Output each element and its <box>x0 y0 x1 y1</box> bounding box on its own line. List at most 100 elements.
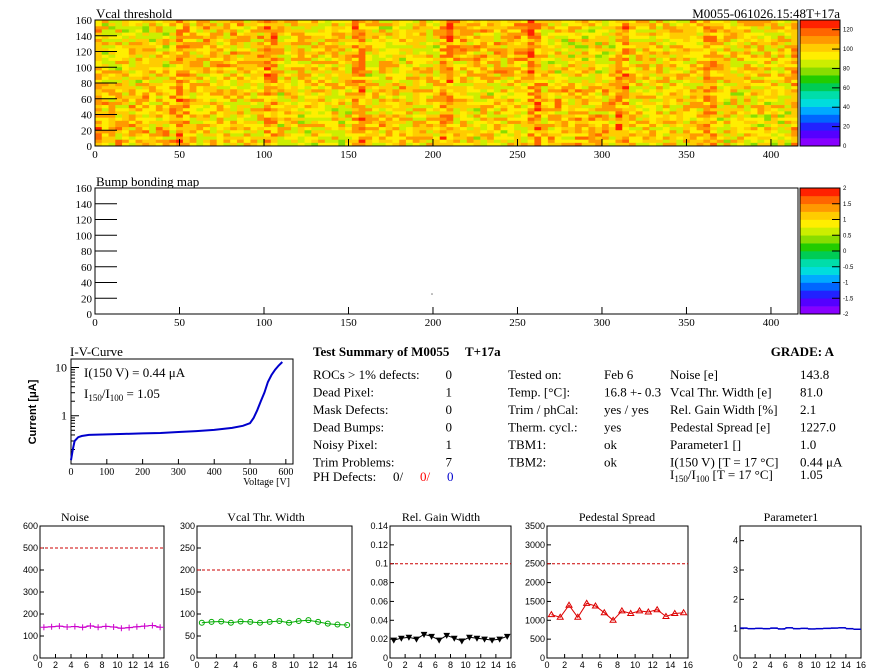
heatmap-cell <box>250 114 258 119</box>
heatmap-cell <box>750 127 758 131</box>
heatmap-cell <box>277 51 285 56</box>
heatmap-cell <box>284 95 292 100</box>
heatmap-cell <box>95 54 103 59</box>
heatmap-cell <box>155 98 163 103</box>
heatmap-cell <box>534 23 542 27</box>
heatmap-cell <box>135 32 143 37</box>
heatmap-cell <box>399 101 407 106</box>
heatmap-cell <box>236 114 245 119</box>
heatmap-cell <box>737 108 745 112</box>
heatmap-cell <box>128 54 136 59</box>
heatmap-cell <box>351 26 360 30</box>
heatmap-cell <box>574 20 583 24</box>
heatmap-cell <box>561 26 569 30</box>
heatmap-cell <box>392 60 400 65</box>
heatmap-cell <box>182 98 191 103</box>
heatmap-cell <box>385 136 393 141</box>
heatmap-cell <box>716 83 725 87</box>
heatmap-cell <box>642 42 650 46</box>
heatmap-cell <box>629 98 637 103</box>
heatmap-cell <box>669 38 677 43</box>
heatmap-cell <box>412 98 420 103</box>
heatmap-cell <box>297 79 305 84</box>
heatmap-cell <box>764 139 772 144</box>
heatmap-cell <box>466 127 474 131</box>
heatmap-cell <box>203 127 211 131</box>
heatmap-cell <box>236 70 245 74</box>
heatmap-cell <box>723 89 731 93</box>
heatmap-cell <box>480 136 488 141</box>
heatmap-cell <box>520 105 529 109</box>
heatmap-cell <box>149 45 157 49</box>
heatmap-cell <box>669 45 677 49</box>
heatmap-cell <box>689 73 698 78</box>
iv-curve-panel: I-V-Curve Current [μA] Voltage [V] I(150… <box>27 344 294 488</box>
heatmap-cell <box>561 48 569 52</box>
heatmap-cell <box>176 67 184 71</box>
heatmap-cell <box>743 127 752 131</box>
heatmap-cell <box>277 54 285 59</box>
heatmap-cell <box>155 42 163 46</box>
heatmap-cell <box>683 26 691 30</box>
heatmap-cell <box>581 70 589 74</box>
heatmap-cell <box>250 23 258 27</box>
heatmap-cell <box>149 111 157 115</box>
heatmap-cell <box>574 139 583 144</box>
heatmap-cell <box>689 101 698 106</box>
heatmap-cell <box>764 60 772 65</box>
heatmap-cell <box>426 114 434 119</box>
heatmap-cell <box>534 67 542 71</box>
heatmap-cell <box>142 117 150 122</box>
heatmap-cell <box>291 130 299 134</box>
heatmap-cell <box>216 133 224 137</box>
heatmap-cell <box>142 92 150 96</box>
heatmap-cell <box>777 32 785 37</box>
heatmap-cell <box>453 60 461 65</box>
heatmap-cell <box>324 89 332 93</box>
heatmap-cell <box>345 60 353 65</box>
heatmap-cell <box>453 86 461 90</box>
heatmap-cell <box>189 111 197 115</box>
heatmap-cell <box>716 142 725 147</box>
heatmap-cell <box>507 26 515 30</box>
heatmap-cell <box>135 98 143 103</box>
heatmap-cell <box>514 42 522 46</box>
heatmap-cell <box>405 108 414 112</box>
heatmap-cell <box>338 111 346 115</box>
heatmap-cell <box>284 54 292 59</box>
heatmap-cell <box>520 42 529 46</box>
heatmap-cell <box>162 117 170 122</box>
heatmap-cell <box>615 45 623 49</box>
defect-label: Mask Defects: <box>313 402 388 417</box>
heatmap-cell <box>250 142 258 147</box>
heatmap-cell <box>378 105 387 109</box>
heatmap-cell <box>487 95 495 100</box>
heatmap-cell <box>358 86 366 90</box>
heatmap-cell <box>527 83 535 87</box>
heatmap-cell <box>236 42 245 46</box>
heatmap-cell <box>487 108 495 112</box>
heatmap-cell <box>405 29 414 33</box>
heatmap-cell <box>142 111 150 115</box>
heatmap-cell <box>209 35 218 40</box>
heatmap-cell <box>601 130 610 134</box>
heatmap-cell <box>439 111 447 115</box>
heatmap-cell <box>142 35 150 40</box>
heatmap-cell <box>615 64 623 68</box>
heatmap-cell <box>405 73 414 78</box>
heatmap-cell <box>446 32 454 37</box>
heatmap-cell <box>493 86 501 90</box>
heatmap-cell <box>716 67 725 71</box>
ph-defects-value-2: 0 <box>447 469 454 484</box>
heatmap-cell <box>182 105 191 109</box>
threshold-heatmap-panel: Vcal threshold M0055-061026.15:48T+17a 0… <box>76 6 854 161</box>
heatmap-cell <box>689 67 698 71</box>
heatmap-cell <box>216 139 224 144</box>
heatmap-cell <box>426 48 434 52</box>
heatmap-cell <box>662 142 670 147</box>
heatmap-cell <box>635 139 643 144</box>
heatmap-cell <box>318 76 326 81</box>
heatmap-cell <box>432 29 441 33</box>
heatmap-cell <box>209 64 218 68</box>
